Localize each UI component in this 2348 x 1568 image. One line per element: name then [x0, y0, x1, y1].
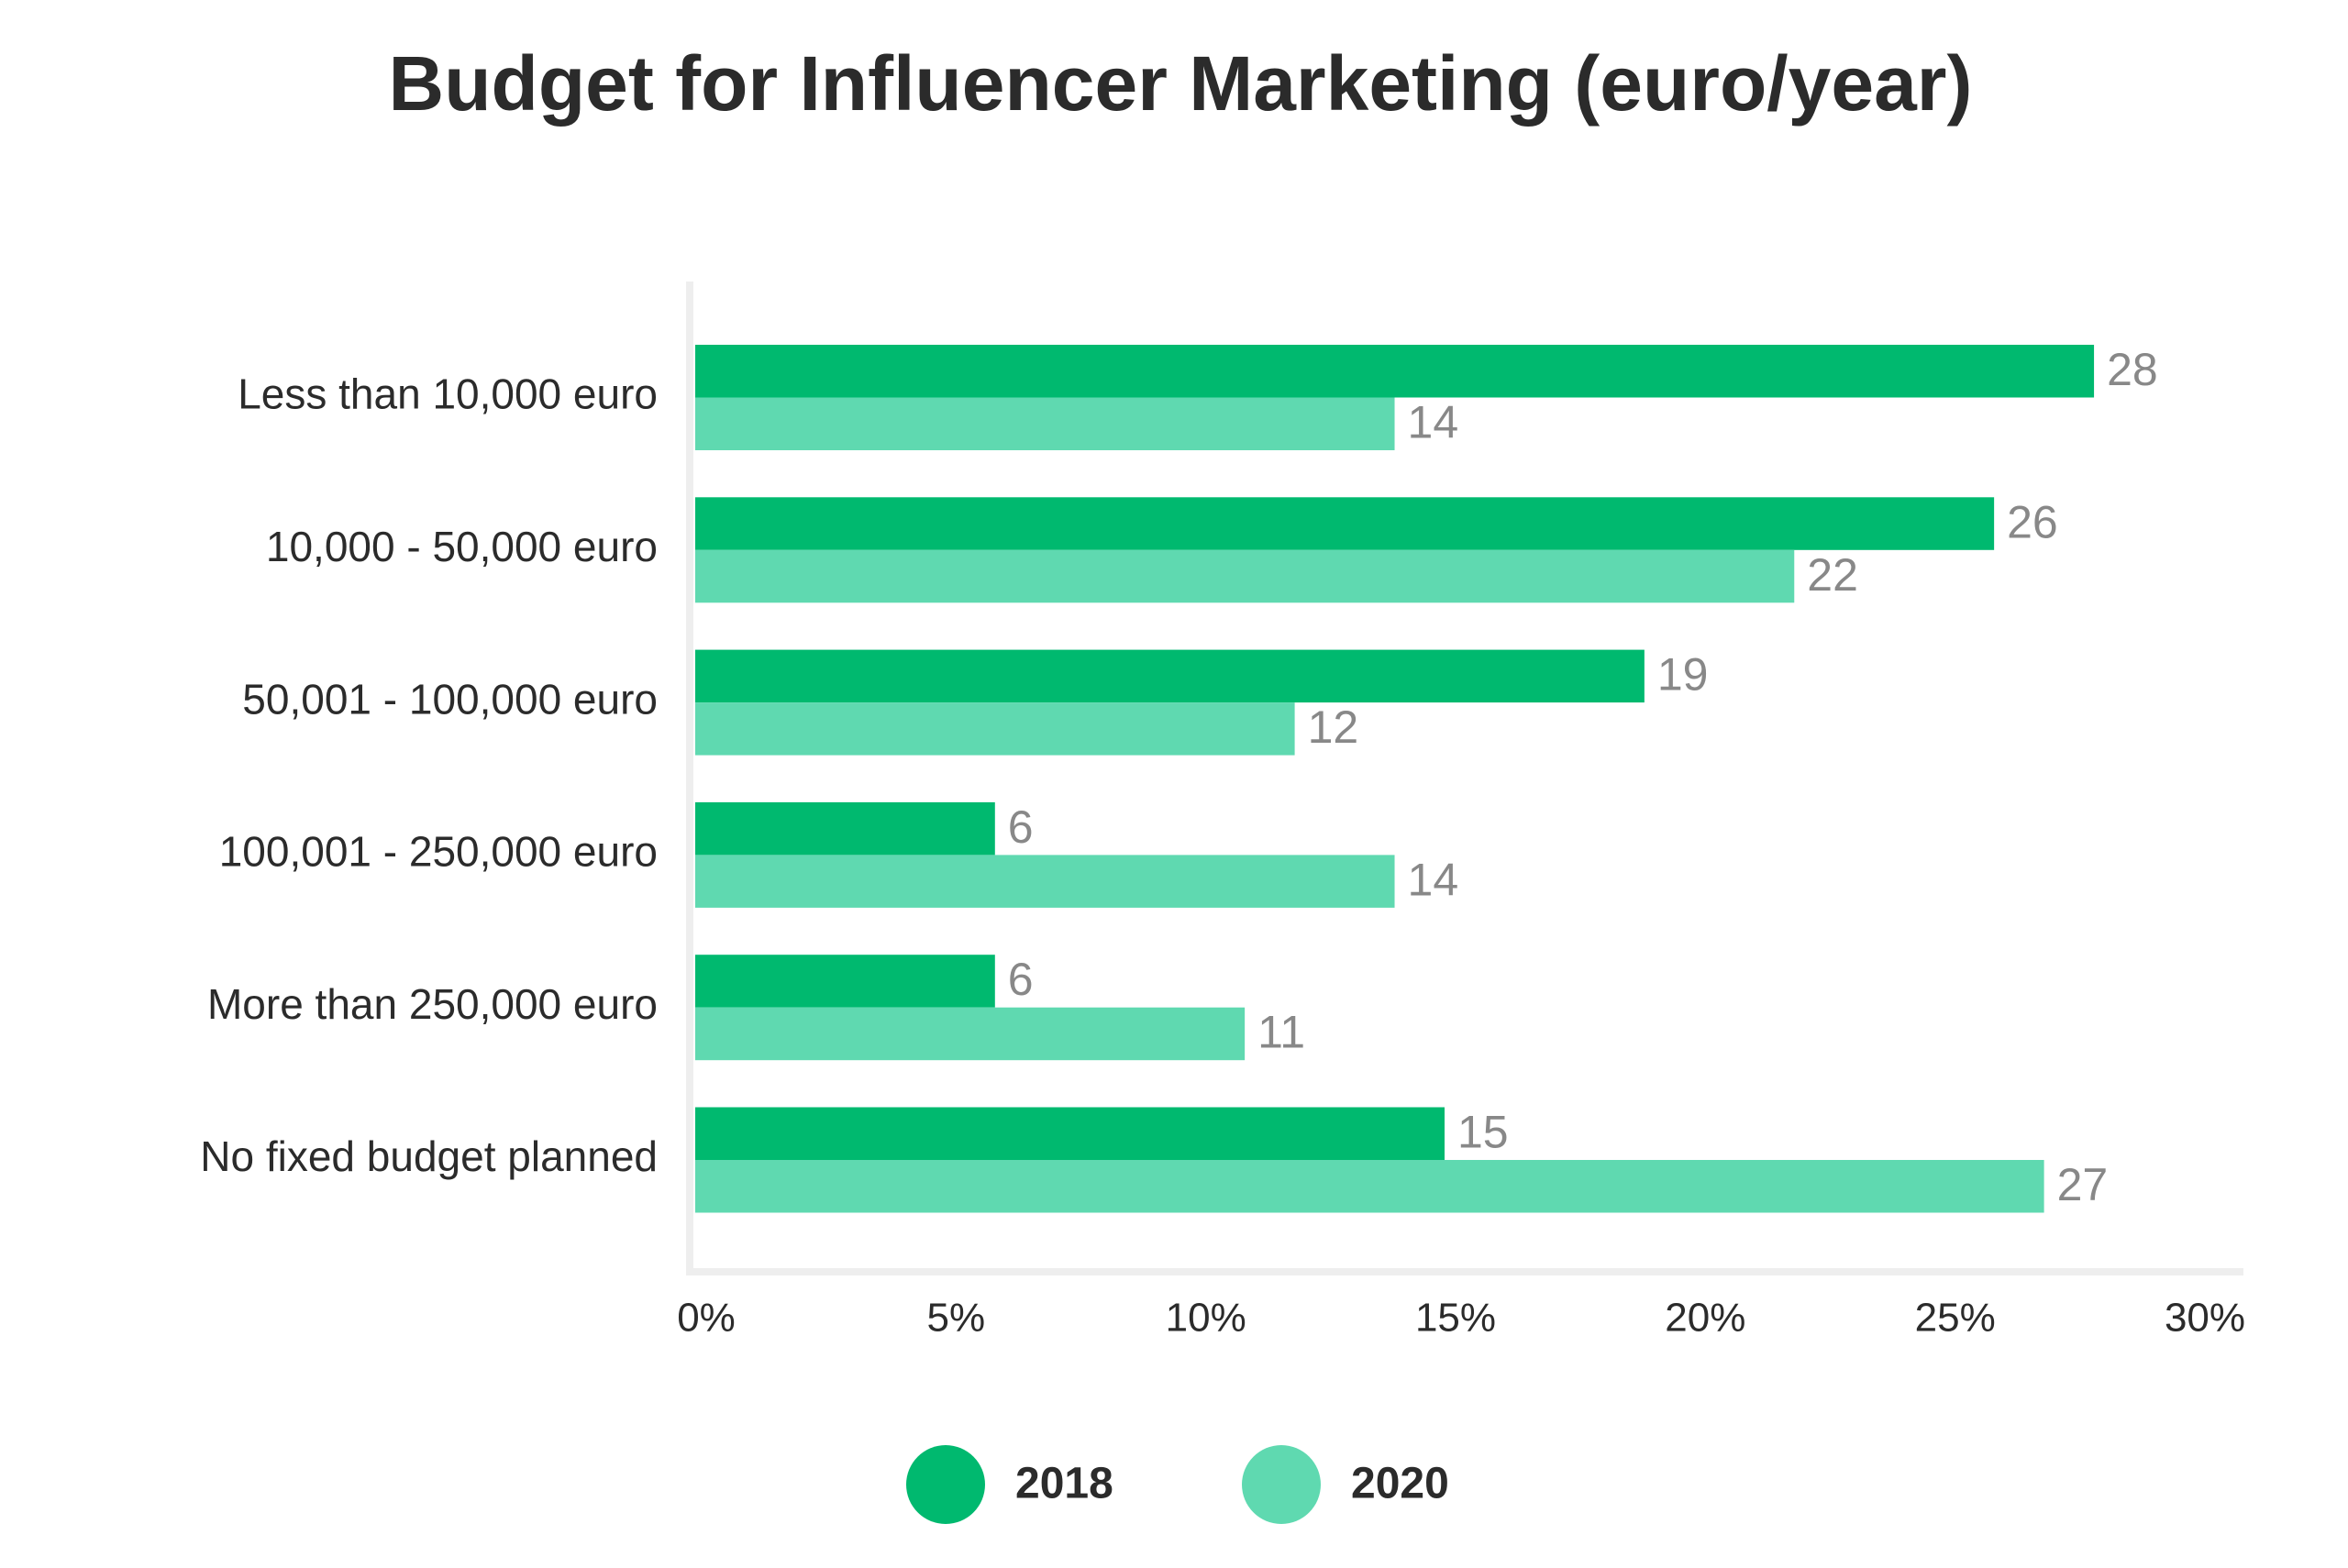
value-label: 22: [1807, 549, 1858, 601]
bar: [695, 1160, 2044, 1213]
x-tick-label: 20%: [1665, 1296, 1745, 1341]
bar: [695, 702, 1295, 756]
chart-title: Budget for Influencer Marketing (euro/ye…: [389, 40, 1973, 127]
x-tick-label: 30%: [2165, 1296, 2245, 1341]
value-label: 26: [2007, 496, 2058, 547]
x-tick-label: 25%: [1915, 1296, 1996, 1341]
value-label: 28: [2107, 344, 2158, 395]
value-label: 14: [1408, 396, 1459, 447]
x-tick-label: 15%: [1415, 1296, 1496, 1341]
y-tick-label: 10,000 - 50,000 euro: [266, 523, 658, 570]
bar: [695, 955, 995, 1008]
value-label: 6: [1008, 954, 1034, 1005]
legend-swatch: [906, 1445, 985, 1524]
bar: [695, 1007, 1246, 1061]
value-label: 15: [1457, 1106, 1509, 1157]
legend-label: 2018: [1015, 1460, 1113, 1508]
y-tick-label: More than 250,000 euro: [207, 980, 658, 1028]
bar: [695, 649, 1645, 703]
y-tick-label: Less than 10,000 euro: [238, 370, 658, 418]
bar: [695, 855, 1395, 908]
legend-swatch: [1242, 1445, 1321, 1524]
bar: [695, 397, 1395, 450]
x-tick-label: 10%: [1166, 1296, 1246, 1341]
value-label: 11: [1257, 1007, 1305, 1058]
y-tick-label: 100,001 - 250,000 euro: [219, 828, 658, 876]
value-label: 6: [1008, 801, 1034, 853]
legend-label: 2020: [1351, 1460, 1449, 1508]
value-label: 12: [1308, 701, 1359, 753]
bar: [695, 345, 2095, 398]
bar: [695, 497, 1995, 550]
x-tick-label: 5%: [927, 1296, 986, 1341]
bar: [695, 801, 995, 856]
value-label: 27: [2057, 1159, 2109, 1210]
bar: [695, 549, 1795, 603]
bar: [695, 1107, 1445, 1160]
x-tick-label: 0%: [677, 1296, 736, 1341]
value-label: 14: [1408, 854, 1459, 905]
value-label: 19: [1657, 649, 1709, 701]
y-tick-label: 50,001 - 100,000 euro: [242, 675, 658, 723]
y-tick-label: No fixed budget planned: [200, 1132, 658, 1180]
